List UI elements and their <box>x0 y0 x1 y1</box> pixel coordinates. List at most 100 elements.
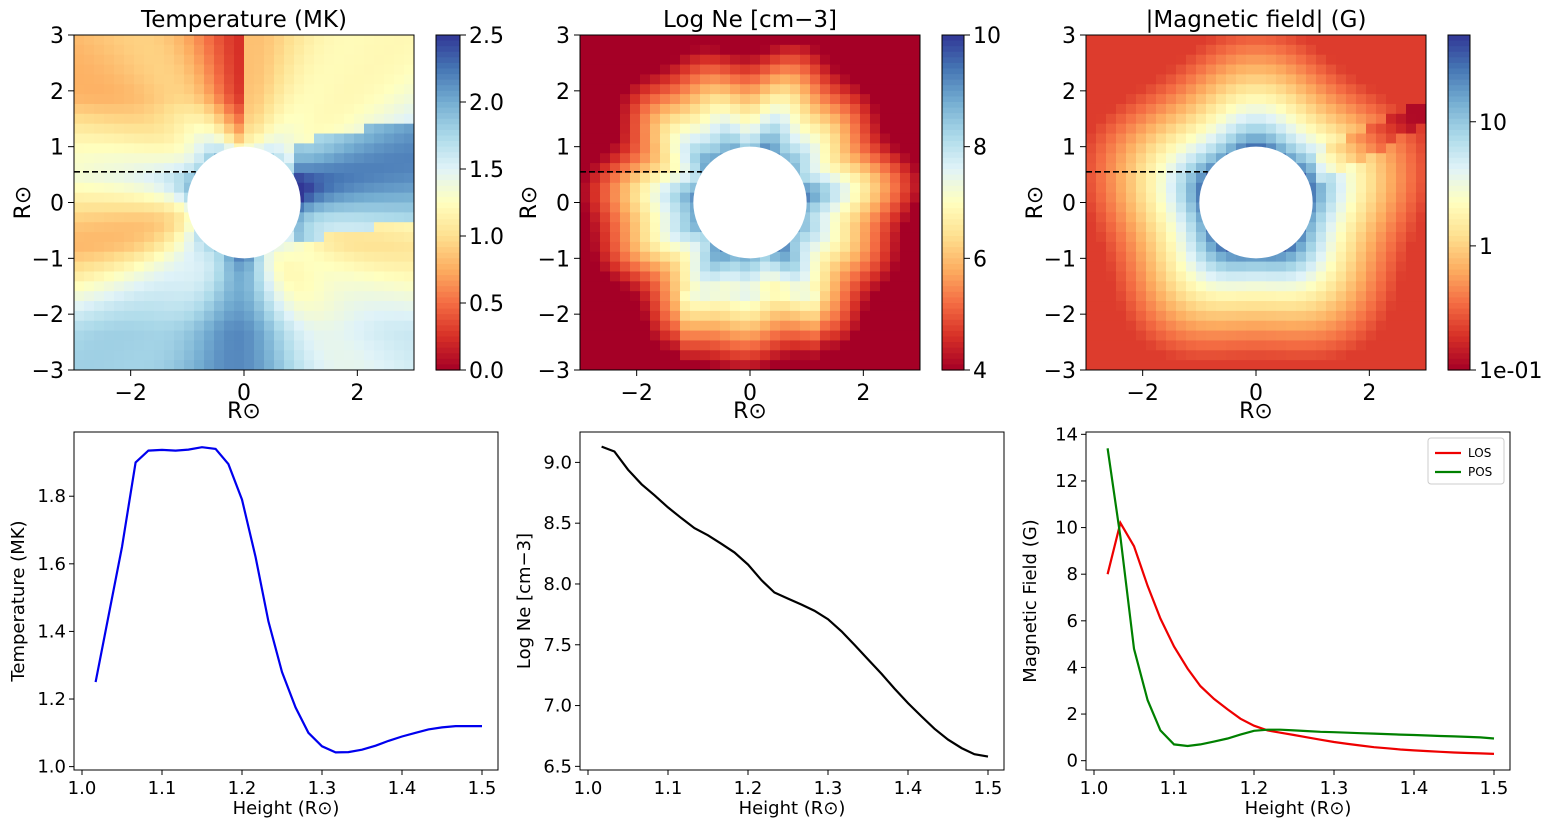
heatmap-cell <box>890 251 901 263</box>
heatmap-cell <box>1126 64 1137 76</box>
heatmap-cell <box>890 350 901 361</box>
heatmap-cell <box>384 54 395 66</box>
heatmap-cell <box>1326 232 1337 243</box>
heatmap-cell <box>374 232 385 243</box>
heatmap-cell <box>690 281 701 292</box>
y-tick-label: 8 <box>1067 564 1078 585</box>
heatmap-cell <box>1176 340 1187 351</box>
heatmap-cell <box>1246 64 1257 76</box>
heatmap-cell <box>1356 192 1367 204</box>
heatmap-cell <box>1316 310 1327 322</box>
heatmap-cell <box>840 241 851 253</box>
colorbar-swatch <box>942 57 964 64</box>
heatmap-cell <box>404 143 414 154</box>
heatmap-cell <box>374 340 385 351</box>
heatmap-cell <box>1376 44 1387 56</box>
colorbar-swatch <box>1448 263 1470 271</box>
heatmap-cell <box>274 133 285 144</box>
heatmap-cell <box>224 44 235 56</box>
heatmap-cell <box>720 251 731 263</box>
x-tick-label: −2 <box>620 381 652 406</box>
heatmap-cell <box>104 103 115 115</box>
heatmap-cell <box>690 241 701 253</box>
heatmap-cell <box>244 281 255 292</box>
colorbar-swatch <box>1448 174 1470 181</box>
heatmap-cell <box>224 251 235 263</box>
heatmap-cell <box>630 103 641 115</box>
series-line-0 <box>601 445 989 758</box>
heatmap-cell <box>1216 350 1227 361</box>
heatmap-cell <box>640 64 651 76</box>
heatmap-cell <box>660 153 671 164</box>
colorbar-swatch <box>942 85 964 92</box>
heatmap-cell <box>890 64 901 76</box>
heatmap-cell <box>850 163 861 174</box>
heatmap-cell <box>224 35 235 46</box>
heatmap-cell <box>114 222 125 233</box>
heatmap-cell <box>404 212 414 223</box>
heatmap-cell <box>314 360 325 370</box>
heatmap-cell <box>1086 182 1097 194</box>
heatmap-cell <box>1166 251 1177 263</box>
heatmap-cell <box>870 172 881 184</box>
heatmap-cell <box>810 241 821 253</box>
heatmap-cell <box>324 251 335 263</box>
heatmap-cell <box>670 350 681 361</box>
heatmap-cell <box>164 103 175 115</box>
heatmap-cell <box>690 113 701 125</box>
heatmap-cell <box>1186 35 1197 46</box>
heatmap-cell <box>74 320 85 332</box>
heatmap-cell <box>780 360 791 370</box>
heatmap-cell <box>660 360 671 370</box>
heatmap-cell <box>1216 251 1227 263</box>
heatmap-cell <box>1246 320 1257 332</box>
heatmap-cell <box>84 340 95 351</box>
heatmap-cell <box>1136 182 1147 194</box>
heatmap-cell <box>1216 133 1227 144</box>
heatmap-cell <box>244 330 255 342</box>
heatmap-cell <box>580 261 591 273</box>
heatmap-cell <box>890 310 901 322</box>
heatmap-cell <box>580 35 591 46</box>
heatmap-cell <box>1316 84 1327 95</box>
heatmap-cell <box>144 123 155 135</box>
heatmap-cell <box>750 310 761 322</box>
heatmap-cell <box>1126 123 1137 135</box>
heatmap-cell <box>74 281 85 292</box>
colorbar-swatch <box>942 74 964 81</box>
heatmap-cell <box>1386 44 1397 56</box>
heatmap-cell <box>374 271 385 282</box>
heatmap-cell <box>1226 35 1237 46</box>
heatmap-cell <box>194 301 205 312</box>
heatmap-cell <box>890 103 901 115</box>
heatmap-cell <box>1146 222 1157 233</box>
heatmap-cell <box>1356 241 1367 253</box>
x-tick-label: 0 <box>743 381 757 406</box>
heatmap-cell <box>1226 360 1237 370</box>
heatmap-cell <box>214 320 225 332</box>
heatmap-cell <box>900 281 911 292</box>
heatmap-cell <box>840 340 851 351</box>
heatmap-cell <box>1176 192 1187 204</box>
heatmap-cell <box>124 301 135 312</box>
colorbar-swatch <box>436 146 460 153</box>
heatmap-cell <box>1326 182 1337 194</box>
heatmap-cell <box>1346 350 1357 361</box>
colorbar-swatch <box>942 174 964 181</box>
heatmap-cell <box>840 84 851 95</box>
heatmap-cell <box>174 35 185 46</box>
heatmap-cell <box>1216 113 1227 125</box>
heatmap-cell <box>304 64 315 76</box>
heatmap-cell <box>630 192 641 204</box>
heatmap-cell <box>710 44 721 56</box>
heatmap-cell <box>1376 310 1387 322</box>
heatmap-cell <box>860 261 871 273</box>
heatmap-cell <box>314 340 325 351</box>
heatmap-cell <box>1346 84 1357 95</box>
heatmap-cell <box>1256 340 1267 351</box>
heatmap-cell <box>820 103 831 115</box>
heatmap-cell <box>294 212 305 223</box>
heatmap-cell <box>1306 261 1317 273</box>
heatmap-cell <box>650 281 661 292</box>
heatmap-cell <box>600 320 611 332</box>
